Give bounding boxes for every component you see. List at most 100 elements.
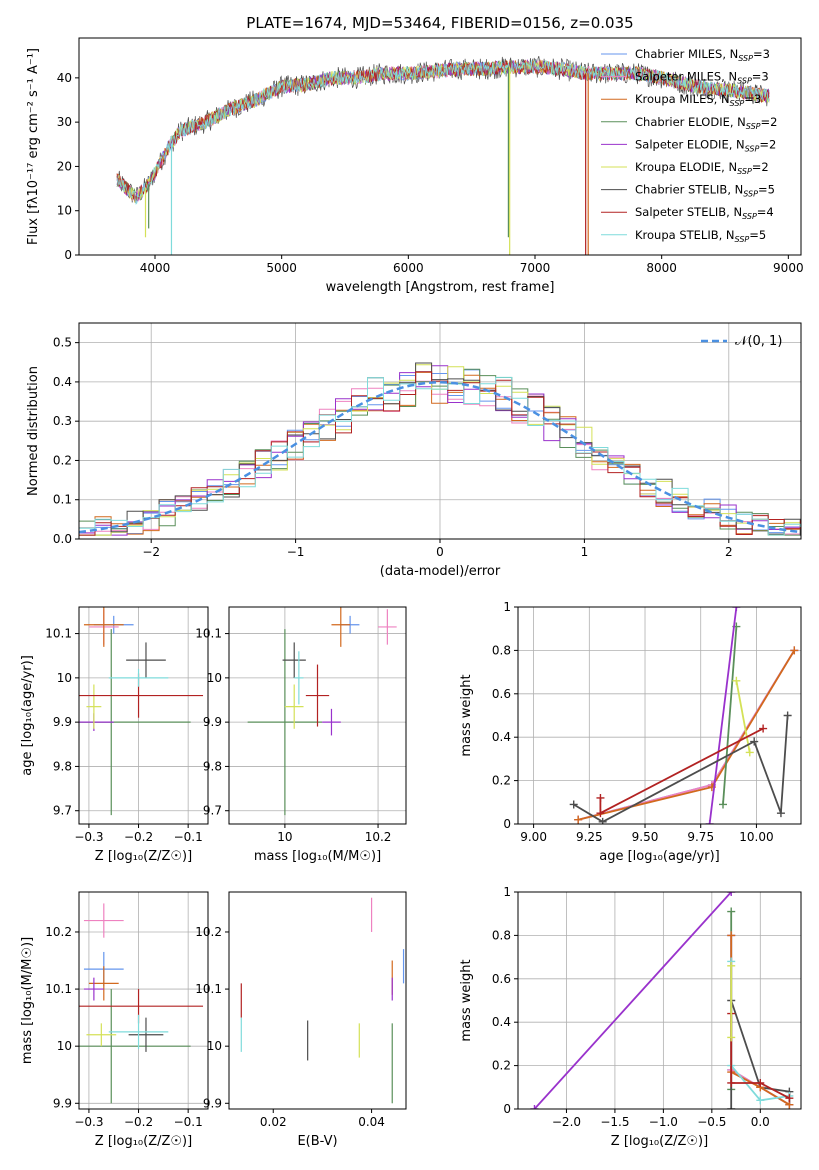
y-tick-label: 0.2 bbox=[53, 453, 72, 467]
legend-label: Chabrier MILES, NSSP=3 bbox=[635, 47, 770, 63]
plot-area-age_vs_Z bbox=[79, 607, 204, 816]
y-tick-label: 0.0 bbox=[53, 532, 72, 546]
weight-line-Salpeter MILES bbox=[577, 649, 796, 821]
weight-line-Salpeter STELIB bbox=[599, 727, 764, 815]
y-tick-label: 9.9 bbox=[203, 1096, 222, 1110]
y-tick-label: 10.1 bbox=[195, 982, 222, 996]
x-tick-label: 1 bbox=[581, 545, 589, 559]
legend-label: Kroupa ELODIE, NSSP=2 bbox=[635, 160, 769, 176]
plot-area-weight_vs_age bbox=[569, 607, 799, 824]
legend-entry: Salpeter MILES, NSSP=3 bbox=[601, 70, 769, 86]
y-tick-label: 10.2 bbox=[45, 925, 72, 939]
figure-title: PLATE=1674, MJD=53464, FIBERID=0156, z=0… bbox=[246, 14, 633, 32]
legend-entry: Chabrier ELODIE, NSSP=2 bbox=[601, 115, 777, 131]
axes-frame bbox=[78, 891, 209, 1110]
x-axis-label: Z [log₁₀(Z/Z☉)] bbox=[95, 849, 192, 864]
axes-mass_vs_ebv: 0.02 0.04 9.9 10 10.1 10.2 E(B-V) bbox=[195, 891, 407, 1149]
weight-marker bbox=[759, 724, 768, 733]
x-tick-label: 4000 bbox=[140, 261, 171, 275]
weight-marker bbox=[727, 907, 736, 916]
x-tick-label: −0.1 bbox=[174, 1115, 203, 1129]
weight-line-Salpeter STELIB bbox=[730, 1013, 790, 1099]
legend-entry: Salpeter STELIB, NSSP=4 bbox=[601, 205, 774, 221]
x-tick-label: 9.25 bbox=[576, 830, 603, 844]
weight-marker bbox=[596, 809, 605, 818]
axes-mass_vs_Z: −0.3 −0.2 −0.1 9.9 10 10.1 10.2 Z [log₁₀(Z/Z☉)]… bbox=[20, 891, 209, 1149]
weight-marker bbox=[727, 1033, 736, 1042]
y-tick-label: 0.4 bbox=[492, 730, 511, 744]
x-tick-label: 10.2 bbox=[365, 830, 392, 844]
plot-area-weight_vs_Z bbox=[530, 892, 794, 1109]
x-tick-label: −0.2 bbox=[124, 830, 153, 844]
weight-marker bbox=[727, 961, 736, 970]
plot-area-residual_hist bbox=[79, 362, 801, 539]
x-tick-label: 0.02 bbox=[260, 1115, 287, 1129]
hist-Kroupa MILES bbox=[79, 371, 801, 539]
axes-frame bbox=[78, 606, 209, 825]
axes-frame bbox=[78, 37, 802, 256]
axes-weight_vs_Z: −2.0 −1.5 −1.0 −0.5 0.0 0 0.2 0.4 0.6 0.8 1 Z [log₁… bbox=[459, 885, 802, 1149]
legend-label: Salpeter MILES, NSSP=3 bbox=[635, 70, 769, 86]
x-tick-label: −1 bbox=[287, 545, 305, 559]
weight-marker bbox=[745, 748, 754, 757]
weight-marker bbox=[783, 711, 792, 720]
hist-Chabrier STELIB bbox=[79, 362, 801, 539]
x-axis-label: (data-model)/error bbox=[380, 564, 501, 579]
y-tick-label: 10 bbox=[207, 671, 222, 685]
y-tick-label: 9.9 bbox=[53, 715, 72, 729]
y-tick-label: 0.4 bbox=[53, 375, 72, 389]
y-tick-label: 0.6 bbox=[492, 687, 511, 701]
weight-marker bbox=[756, 1096, 765, 1105]
axes-frame bbox=[517, 606, 802, 825]
weight-marker bbox=[727, 1105, 736, 1109]
x-tick-label: −2.0 bbox=[552, 1115, 581, 1129]
x-tick-label: −1.0 bbox=[649, 1115, 678, 1129]
y-tick-label: 0.2 bbox=[492, 774, 511, 788]
y-tick-label: 0.3 bbox=[53, 414, 72, 428]
hist-Chabrier MILES bbox=[79, 369, 801, 539]
legend-label: 𝒩(0, 1) bbox=[735, 334, 782, 349]
y-tick-label: 10 bbox=[57, 204, 72, 218]
legend-entry: Kroupa ELODIE, NSSP=2 bbox=[601, 160, 769, 176]
y-tick-label: 0.5 bbox=[53, 336, 72, 350]
y-tick-label: 0.8 bbox=[492, 928, 511, 942]
axes-frame bbox=[517, 891, 802, 1110]
y-tick-label: 0 bbox=[503, 817, 511, 831]
weight-marker bbox=[732, 607, 741, 611]
x-axis-label: age [log₁₀(age/yr)] bbox=[599, 849, 720, 864]
legend-entry: Kroupa MILES, NSSP=3 bbox=[601, 92, 761, 108]
y-tick-label: 10.1 bbox=[195, 627, 222, 641]
x-tick-label: 9.50 bbox=[632, 830, 659, 844]
y-tick-label: 10.1 bbox=[45, 982, 72, 996]
y-tick-label: 0.2 bbox=[492, 1059, 511, 1073]
x-axis-label: Z [log₁₀(Z/Z☉)] bbox=[611, 1134, 708, 1149]
y-tick-label: 9.7 bbox=[53, 804, 72, 818]
x-tick-label: 9.00 bbox=[520, 830, 547, 844]
legend-label: Salpeter STELIB, NSSP=4 bbox=[635, 205, 774, 221]
y-tick-label: 10.1 bbox=[45, 627, 72, 641]
x-tick-label: 10 bbox=[277, 830, 292, 844]
weight-marker bbox=[727, 892, 736, 896]
y-tick-label: 9.9 bbox=[53, 1096, 72, 1110]
y-tick-label: 10 bbox=[207, 1039, 222, 1053]
y-axis-label: Flux [fλ10⁻¹⁷ erg cm⁻² s⁻¹ A⁻¹] bbox=[26, 48, 41, 245]
weight-marker bbox=[574, 815, 583, 824]
x-tick-label: 0 bbox=[436, 545, 444, 559]
x-tick-label: 9000 bbox=[773, 261, 804, 275]
grid-weight_vs_Z bbox=[518, 891, 801, 1110]
x-tick-label: 2 bbox=[725, 545, 733, 559]
y-tick-label: 9.7 bbox=[203, 804, 222, 818]
weight-marker bbox=[719, 800, 728, 809]
weight-line-Salpeter ELODIE bbox=[708, 607, 738, 824]
weight-line-Chabrier ELODIE bbox=[722, 626, 738, 805]
axes-weight_vs_age: 9.00 9.25 9.50 9.75 10.00 0 0.2 0.4 0.6 0.8 1 age [… bbox=[459, 600, 802, 864]
x-tick-label: −0.2 bbox=[124, 1115, 153, 1129]
y-tick-label: 10 bbox=[57, 1039, 72, 1053]
grid-mass_vs_Z bbox=[79, 892, 208, 1109]
x-tick-label: −1.5 bbox=[600, 1115, 629, 1129]
x-tick-label: 7000 bbox=[520, 261, 551, 275]
weight-marker bbox=[727, 1078, 736, 1087]
y-tick-label: 20 bbox=[57, 159, 72, 173]
weight-line-Kroupa MILES bbox=[577, 649, 796, 821]
x-tick-label: 9.75 bbox=[687, 830, 714, 844]
